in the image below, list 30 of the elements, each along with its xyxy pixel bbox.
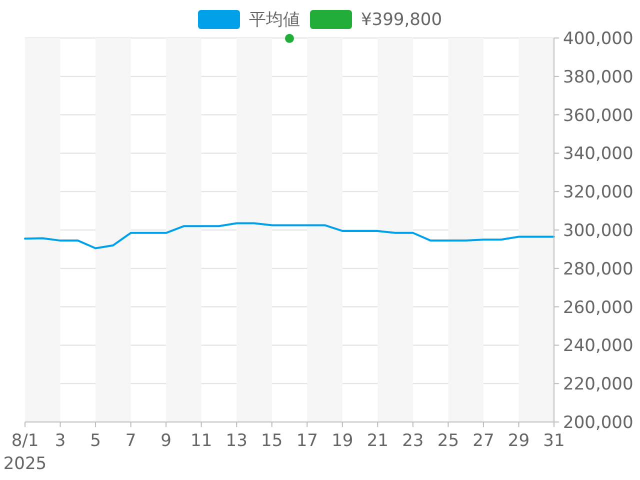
y-tick-label: 220,000	[563, 374, 634, 395]
x-tick-label: 25	[437, 431, 460, 451]
x-tick-label: 21	[366, 431, 388, 451]
x-tick-label: 5	[90, 431, 101, 451]
x-tick-label: 7	[125, 431, 136, 451]
y-tick-label: 360,000	[563, 106, 634, 126]
line-series	[24, 222, 555, 250]
x-tick-label: 27	[472, 431, 494, 451]
y-tick-label: 260,000	[563, 298, 634, 318]
x-tick-label: 8/1 2025	[3, 431, 47, 474]
y-tick-label: 380,000	[563, 67, 634, 88]
y-tick-label: 400,000	[563, 29, 634, 49]
x-tick-label: 13	[226, 431, 248, 451]
x-tick-label: 9	[160, 431, 172, 451]
x-tick-label: 3	[54, 431, 66, 451]
x-tick-label: 23	[402, 431, 424, 451]
x-tick-label: 15	[261, 431, 283, 451]
x-tick-label: 11	[190, 431, 212, 451]
y-tick-label: 320,000	[563, 182, 634, 203]
legend-label: ¥399,800	[360, 10, 442, 30]
x-tick-label: 19	[332, 431, 354, 451]
x-tick-label: 17	[296, 431, 318, 451]
y-tick-label: 340,000	[563, 144, 634, 164]
y-tick-label: 300,000	[563, 221, 634, 241]
y-tick-label: 200,000	[563, 413, 634, 433]
y-tick-label: 280,000	[563, 259, 634, 280]
x-tick-label: 31	[543, 431, 565, 451]
legend-label: 平均値	[248, 9, 300, 31]
x-tick-label: 29	[508, 431, 530, 451]
y-tick-label: 240,000	[563, 336, 634, 356]
